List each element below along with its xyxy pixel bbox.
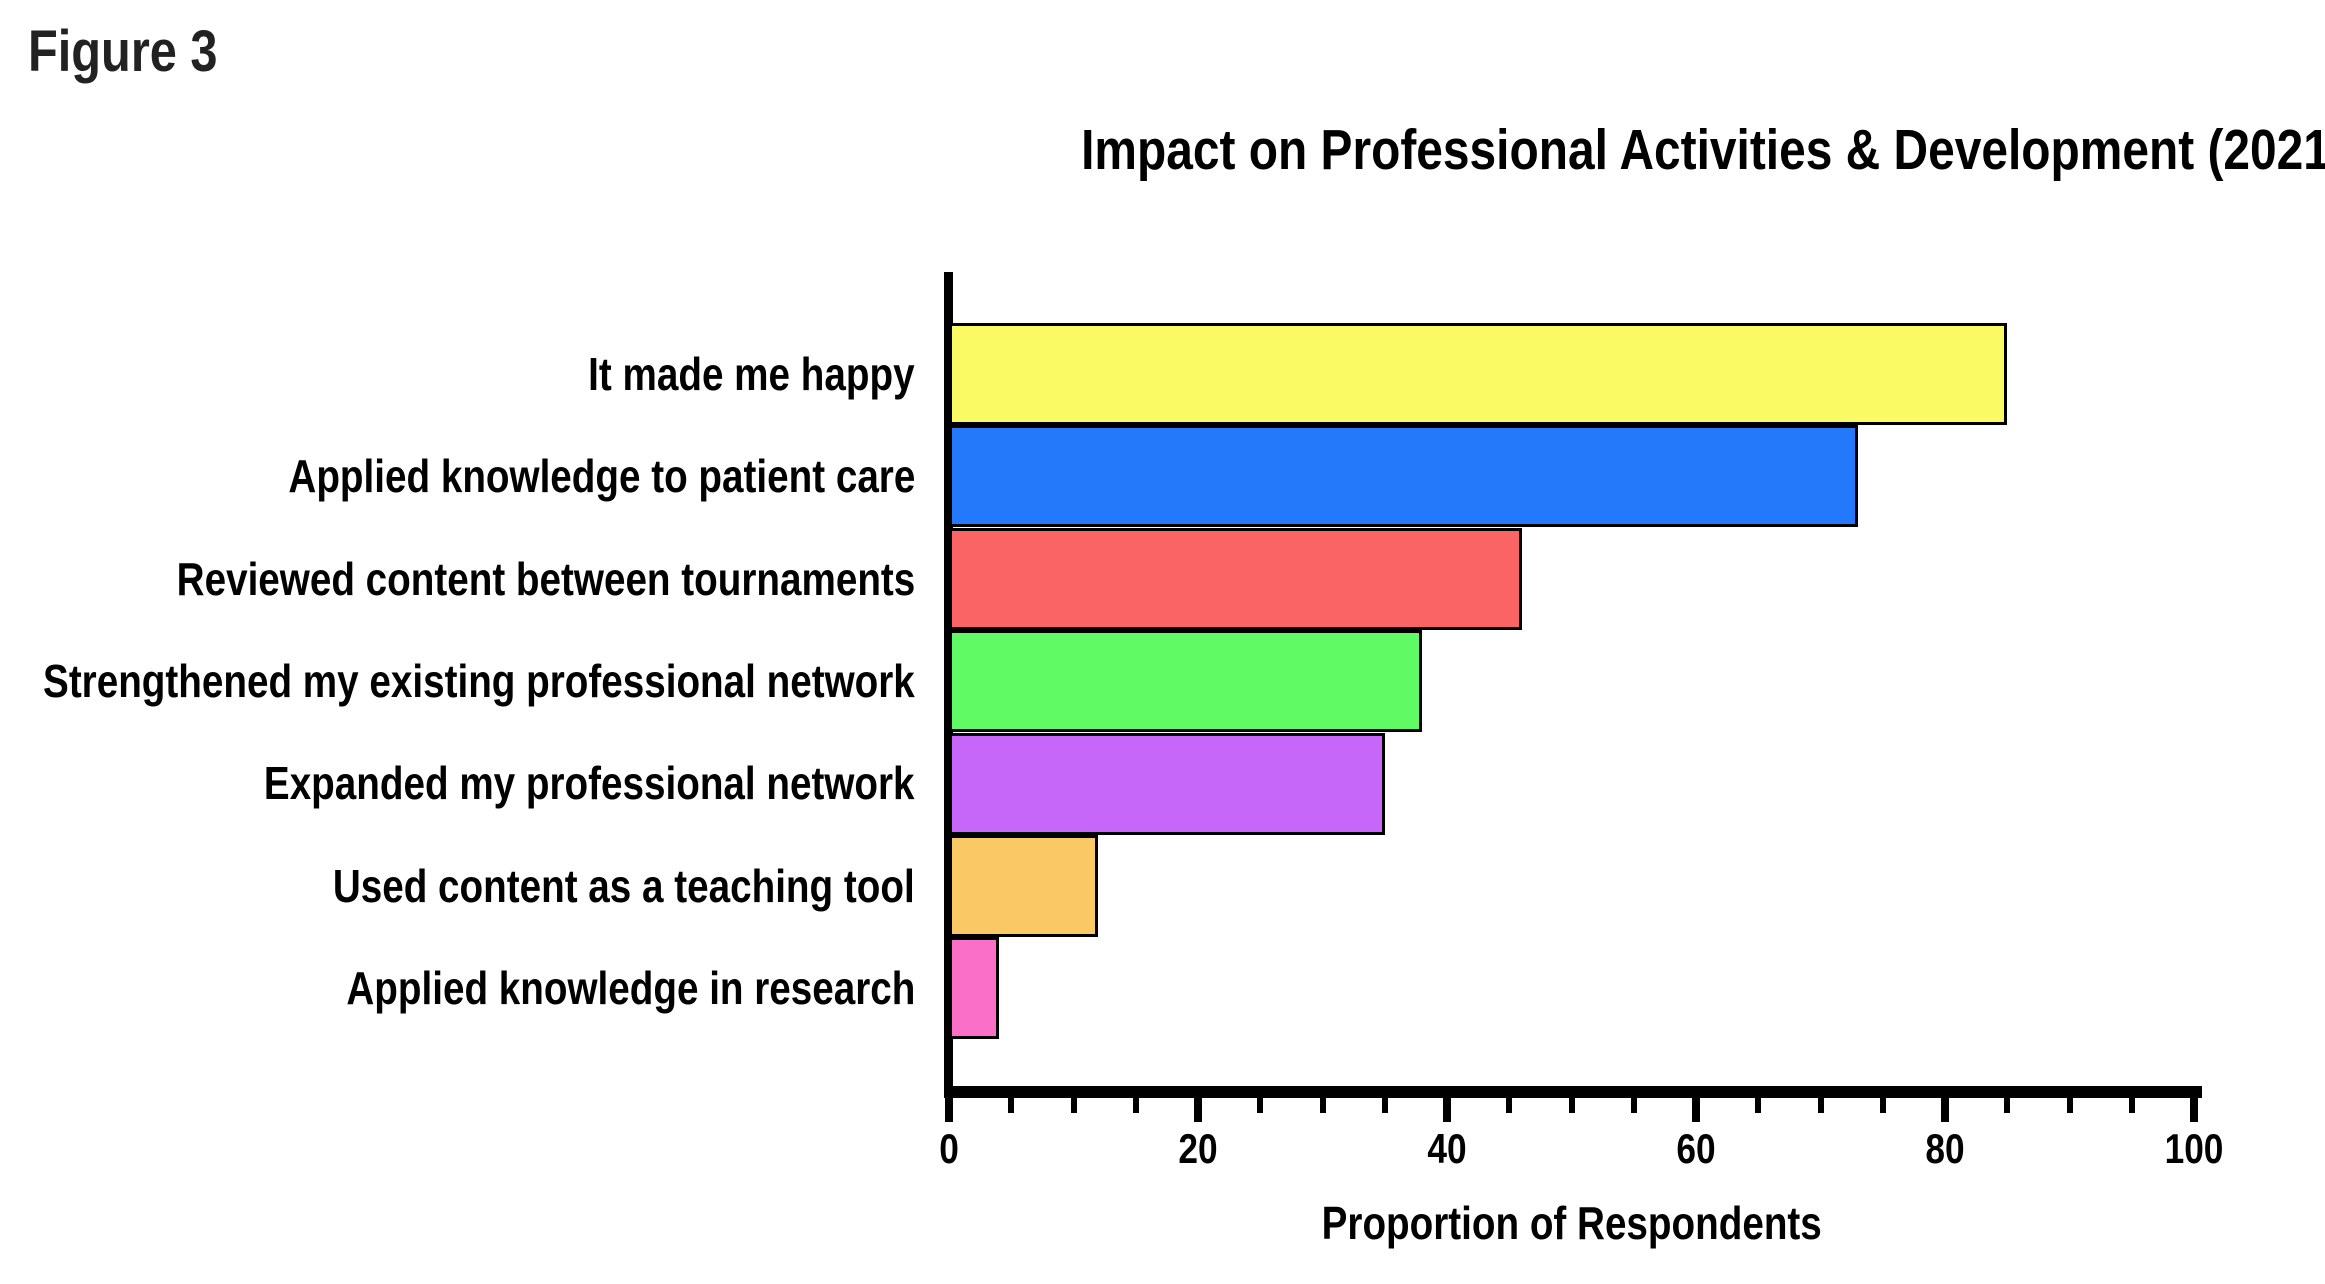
x-major-tick-0	[945, 1098, 953, 1122]
y-axis-line	[944, 272, 953, 1098]
x-minor-tick-30	[1319, 1098, 1326, 1113]
x-minor-tick-35	[1381, 1098, 1388, 1113]
bar-2	[949, 425, 1858, 528]
x-major-tick-20	[1194, 1098, 1202, 1122]
x-axis-line	[944, 1086, 2202, 1098]
category-label-text: Reviewed content between tournaments	[176, 552, 915, 605]
x-axis-title-text: Proportion of Respondents	[1321, 1197, 1822, 1249]
x-minor-tick-15	[1132, 1098, 1139, 1113]
category-label-4: Strengthened my existing professional ne…	[15, 630, 915, 732]
bar-5	[949, 732, 1385, 835]
category-label-5: Expanded my professional network	[15, 733, 915, 835]
category-label-3: Reviewed content between tournaments	[15, 528, 915, 630]
x-major-tick-60	[1692, 1098, 1700, 1122]
category-label-1: It made me happy	[15, 323, 915, 425]
bar-6	[949, 835, 1099, 937]
x-major-tick-40	[1443, 1098, 1451, 1122]
x-minor-tick-5	[1008, 1098, 1015, 1113]
x-tick-label-60: 60	[1676, 1125, 1716, 1172]
bar-3	[949, 527, 1522, 630]
bar-7	[949, 937, 999, 1040]
x-tick-label-0: 0	[939, 1125, 959, 1172]
x-minor-tick-50	[1568, 1098, 1575, 1113]
category-label-text: Applied knowledge in research	[345, 962, 915, 1015]
x-axis-title: Proportion of Respondents	[949, 1196, 2194, 1251]
plot-area: Proportion of Respondents 0 20 40 60 80 100	[939, 272, 2223, 1249]
x-minor-tick-70	[1817, 1098, 1824, 1113]
bar-4	[949, 630, 1423, 733]
figure-label: Figure 3	[28, 20, 254, 84]
x-minor-tick-10	[1070, 1098, 1077, 1113]
chart-title-text: Impact on Professional Activities & Deve…	[1081, 118, 2325, 182]
chart-title: Impact on Professional Activities & Deve…	[949, 118, 2325, 184]
bar-1	[949, 323, 2008, 425]
x-major-tick-100	[2190, 1098, 2198, 1122]
category-label-text: Strengthened my existing professional ne…	[43, 654, 915, 707]
category-label-text: It made me happy	[588, 347, 915, 400]
x-minor-tick-25	[1257, 1098, 1264, 1113]
x-minor-tick-95	[2128, 1098, 2135, 1113]
category-label-text: Used content as a teaching tool	[333, 859, 915, 912]
category-label-6: Used content as a teaching tool	[15, 835, 915, 937]
x-major-tick-80	[1941, 1098, 1949, 1122]
category-label-7: Applied knowledge in research	[15, 937, 915, 1039]
x-minor-tick-90	[2066, 1098, 2073, 1113]
x-minor-tick-75	[1879, 1098, 1886, 1113]
x-minor-tick-65	[1755, 1098, 1762, 1113]
x-minor-tick-55	[1630, 1098, 1637, 1113]
category-label-text: Applied knowledge to patient care	[288, 450, 915, 503]
category-label-2: Applied knowledge to patient care	[15, 425, 915, 527]
x-tick-label-20: 20	[1178, 1125, 1218, 1172]
x-tick-label-100: 100	[2164, 1125, 2224, 1172]
x-tick-label-40: 40	[1427, 1125, 1467, 1172]
category-label-text: Expanded my professional network	[264, 757, 915, 810]
x-minor-tick-85	[2004, 1098, 2011, 1113]
x-minor-tick-45	[1506, 1098, 1513, 1113]
x-tick-label-80: 80	[1925, 1125, 1965, 1172]
figure-label-text: Figure 3	[28, 19, 218, 84]
